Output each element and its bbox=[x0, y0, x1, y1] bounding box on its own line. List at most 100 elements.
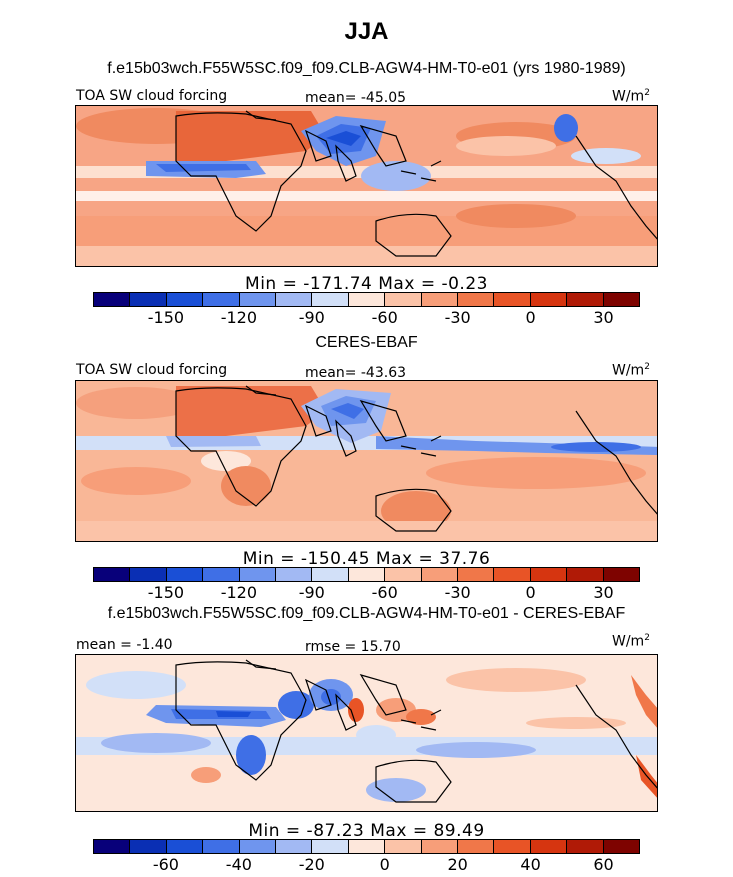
cloud-forcing-region bbox=[456, 204, 576, 228]
cloud-forcing-region bbox=[366, 778, 426, 802]
colorbar-segment bbox=[130, 840, 167, 853]
cloud-forcing-region bbox=[216, 711, 251, 717]
cloud-forcing-region bbox=[278, 691, 314, 719]
colorbar-segment bbox=[567, 840, 604, 853]
cloud-forcing-region bbox=[348, 698, 364, 722]
panel-2-map-svg bbox=[76, 381, 657, 541]
colorbar-segment bbox=[458, 840, 495, 853]
colorbar-segment bbox=[94, 568, 131, 581]
panel-1-units-exponent: 2 bbox=[644, 88, 650, 98]
cloud-forcing-region bbox=[321, 689, 341, 705]
colorbar-segment bbox=[276, 568, 313, 581]
colorbar-segment bbox=[458, 293, 495, 306]
colorbar-segment bbox=[348, 568, 386, 581]
panel-1-map-svg bbox=[76, 106, 657, 266]
panel-2-units-exponent: 2 bbox=[644, 362, 650, 372]
india-coastline bbox=[335, 693, 357, 731]
cloud-forcing-region bbox=[86, 671, 186, 699]
colorbar-segment bbox=[239, 568, 277, 581]
arabia-coastline bbox=[304, 678, 332, 711]
colorbar-segment bbox=[494, 840, 531, 853]
colorbar-tick-label: -90 bbox=[298, 308, 325, 327]
colorbar-tick-label: -90 bbox=[298, 583, 325, 602]
panel-2-colorbar bbox=[93, 567, 640, 582]
colorbar-segment bbox=[385, 840, 422, 853]
cloud-forcing-region bbox=[201, 451, 251, 471]
colorbar-segment bbox=[203, 840, 240, 853]
colorbar-segment bbox=[494, 568, 531, 581]
cloud-forcing-region bbox=[76, 191, 657, 201]
cloud-forcing-region bbox=[76, 387, 196, 419]
panel-2-title: CERES-EBAF bbox=[315, 334, 418, 351]
arabia-coastline bbox=[304, 404, 332, 437]
colorbar-tick-label: -40 bbox=[225, 855, 252, 874]
panel-3-title: f.e15b03wch.F55W5SC.f09_f09.CLB-AGW4-HM-… bbox=[107, 605, 626, 622]
panel-2-variable-label: TOA SW cloud forcing bbox=[76, 362, 228, 378]
colorbar-segment bbox=[494, 293, 531, 306]
colorbar-tick-label: 0 bbox=[379, 855, 390, 874]
panel-1-map bbox=[75, 105, 658, 267]
colorbar-tick-label: -60 bbox=[152, 855, 179, 874]
colorbar-segment bbox=[603, 293, 640, 306]
americas-coastline bbox=[575, 410, 657, 515]
panel-3-minmax: Min = -87.23 Max = 89.49 bbox=[248, 821, 485, 841]
cloud-forcing-region bbox=[191, 767, 221, 783]
season-title: JJA bbox=[344, 18, 389, 45]
colorbar-tick-label: -120 bbox=[220, 308, 258, 327]
se-asia-coastline bbox=[359, 400, 407, 442]
panel-3-map bbox=[75, 654, 658, 812]
panel-2-units-text: W/m bbox=[612, 362, 645, 379]
colorbar-segment bbox=[276, 293, 313, 306]
panel-2-minmax: Min = -150.45 Max = 37.76 bbox=[242, 549, 491, 569]
panel-3-units-exponent: 2 bbox=[644, 633, 650, 643]
australia-coastline bbox=[375, 759, 452, 803]
colorbar-segment bbox=[530, 293, 568, 306]
colorbar-segment bbox=[312, 840, 349, 853]
colorbar-segment bbox=[239, 840, 277, 853]
australia-coastline bbox=[375, 488, 452, 532]
colorbar-segment bbox=[130, 568, 167, 581]
mediterranean-coastline bbox=[245, 659, 277, 670]
colorbar-tick-label: -60 bbox=[371, 308, 398, 327]
panel-3-units: W/m2 bbox=[612, 633, 650, 650]
colorbar-segment bbox=[312, 568, 349, 581]
colorbar-tick-label: -120 bbox=[220, 583, 258, 602]
colorbar-segment bbox=[567, 293, 604, 306]
panel-3-map-svg bbox=[76, 655, 657, 811]
panel-3-rmse-label: rmse = 15.70 bbox=[305, 639, 401, 655]
colorbar-tick-label: -30 bbox=[444, 308, 471, 327]
colorbar-segment bbox=[458, 568, 495, 581]
colorbar-segment bbox=[348, 840, 386, 853]
panel-1-variable-label: TOA SW cloud forcing bbox=[76, 88, 228, 104]
colorbar-tick-label: 20 bbox=[447, 855, 468, 874]
india-coastline bbox=[335, 144, 357, 182]
cloud-forcing-region bbox=[326, 131, 361, 146]
cloud-forcing-region bbox=[236, 735, 266, 775]
islands-coastline bbox=[400, 435, 442, 457]
colorbar-segment bbox=[421, 840, 459, 853]
americas-coastline bbox=[575, 684, 657, 789]
panel-1-title: f.e15b03wch.F55W5SC.f09_f09.CLB-AGW4-HM-… bbox=[107, 60, 626, 77]
colorbar-tick-label: -150 bbox=[147, 308, 185, 327]
se-asia-coastline bbox=[359, 674, 407, 716]
australia-coastline bbox=[375, 213, 452, 257]
colorbar-segment bbox=[166, 840, 204, 853]
colorbar-tick-label: -20 bbox=[298, 855, 325, 874]
cloud-forcing-region bbox=[101, 733, 211, 753]
colorbar-segment bbox=[530, 568, 568, 581]
cloud-forcing-region bbox=[406, 709, 436, 725]
colorbar-segment bbox=[603, 840, 640, 853]
panel-1-units-text: W/m bbox=[612, 88, 645, 105]
coastlines bbox=[175, 385, 657, 532]
cloud-forcing-region bbox=[554, 114, 578, 142]
colorbar-segment bbox=[94, 293, 131, 306]
colorbar-tick-label: 0 bbox=[525, 308, 536, 327]
cloud-forcing-region bbox=[76, 521, 657, 541]
cloud-forcing-region bbox=[456, 136, 556, 156]
cloud-forcing-region bbox=[81, 467, 191, 495]
colorbar-segment bbox=[239, 293, 277, 306]
mediterranean-coastline bbox=[245, 110, 277, 121]
cloud-forcing-region bbox=[426, 457, 646, 489]
colorbar-segment bbox=[567, 568, 604, 581]
coastlines bbox=[175, 110, 657, 257]
